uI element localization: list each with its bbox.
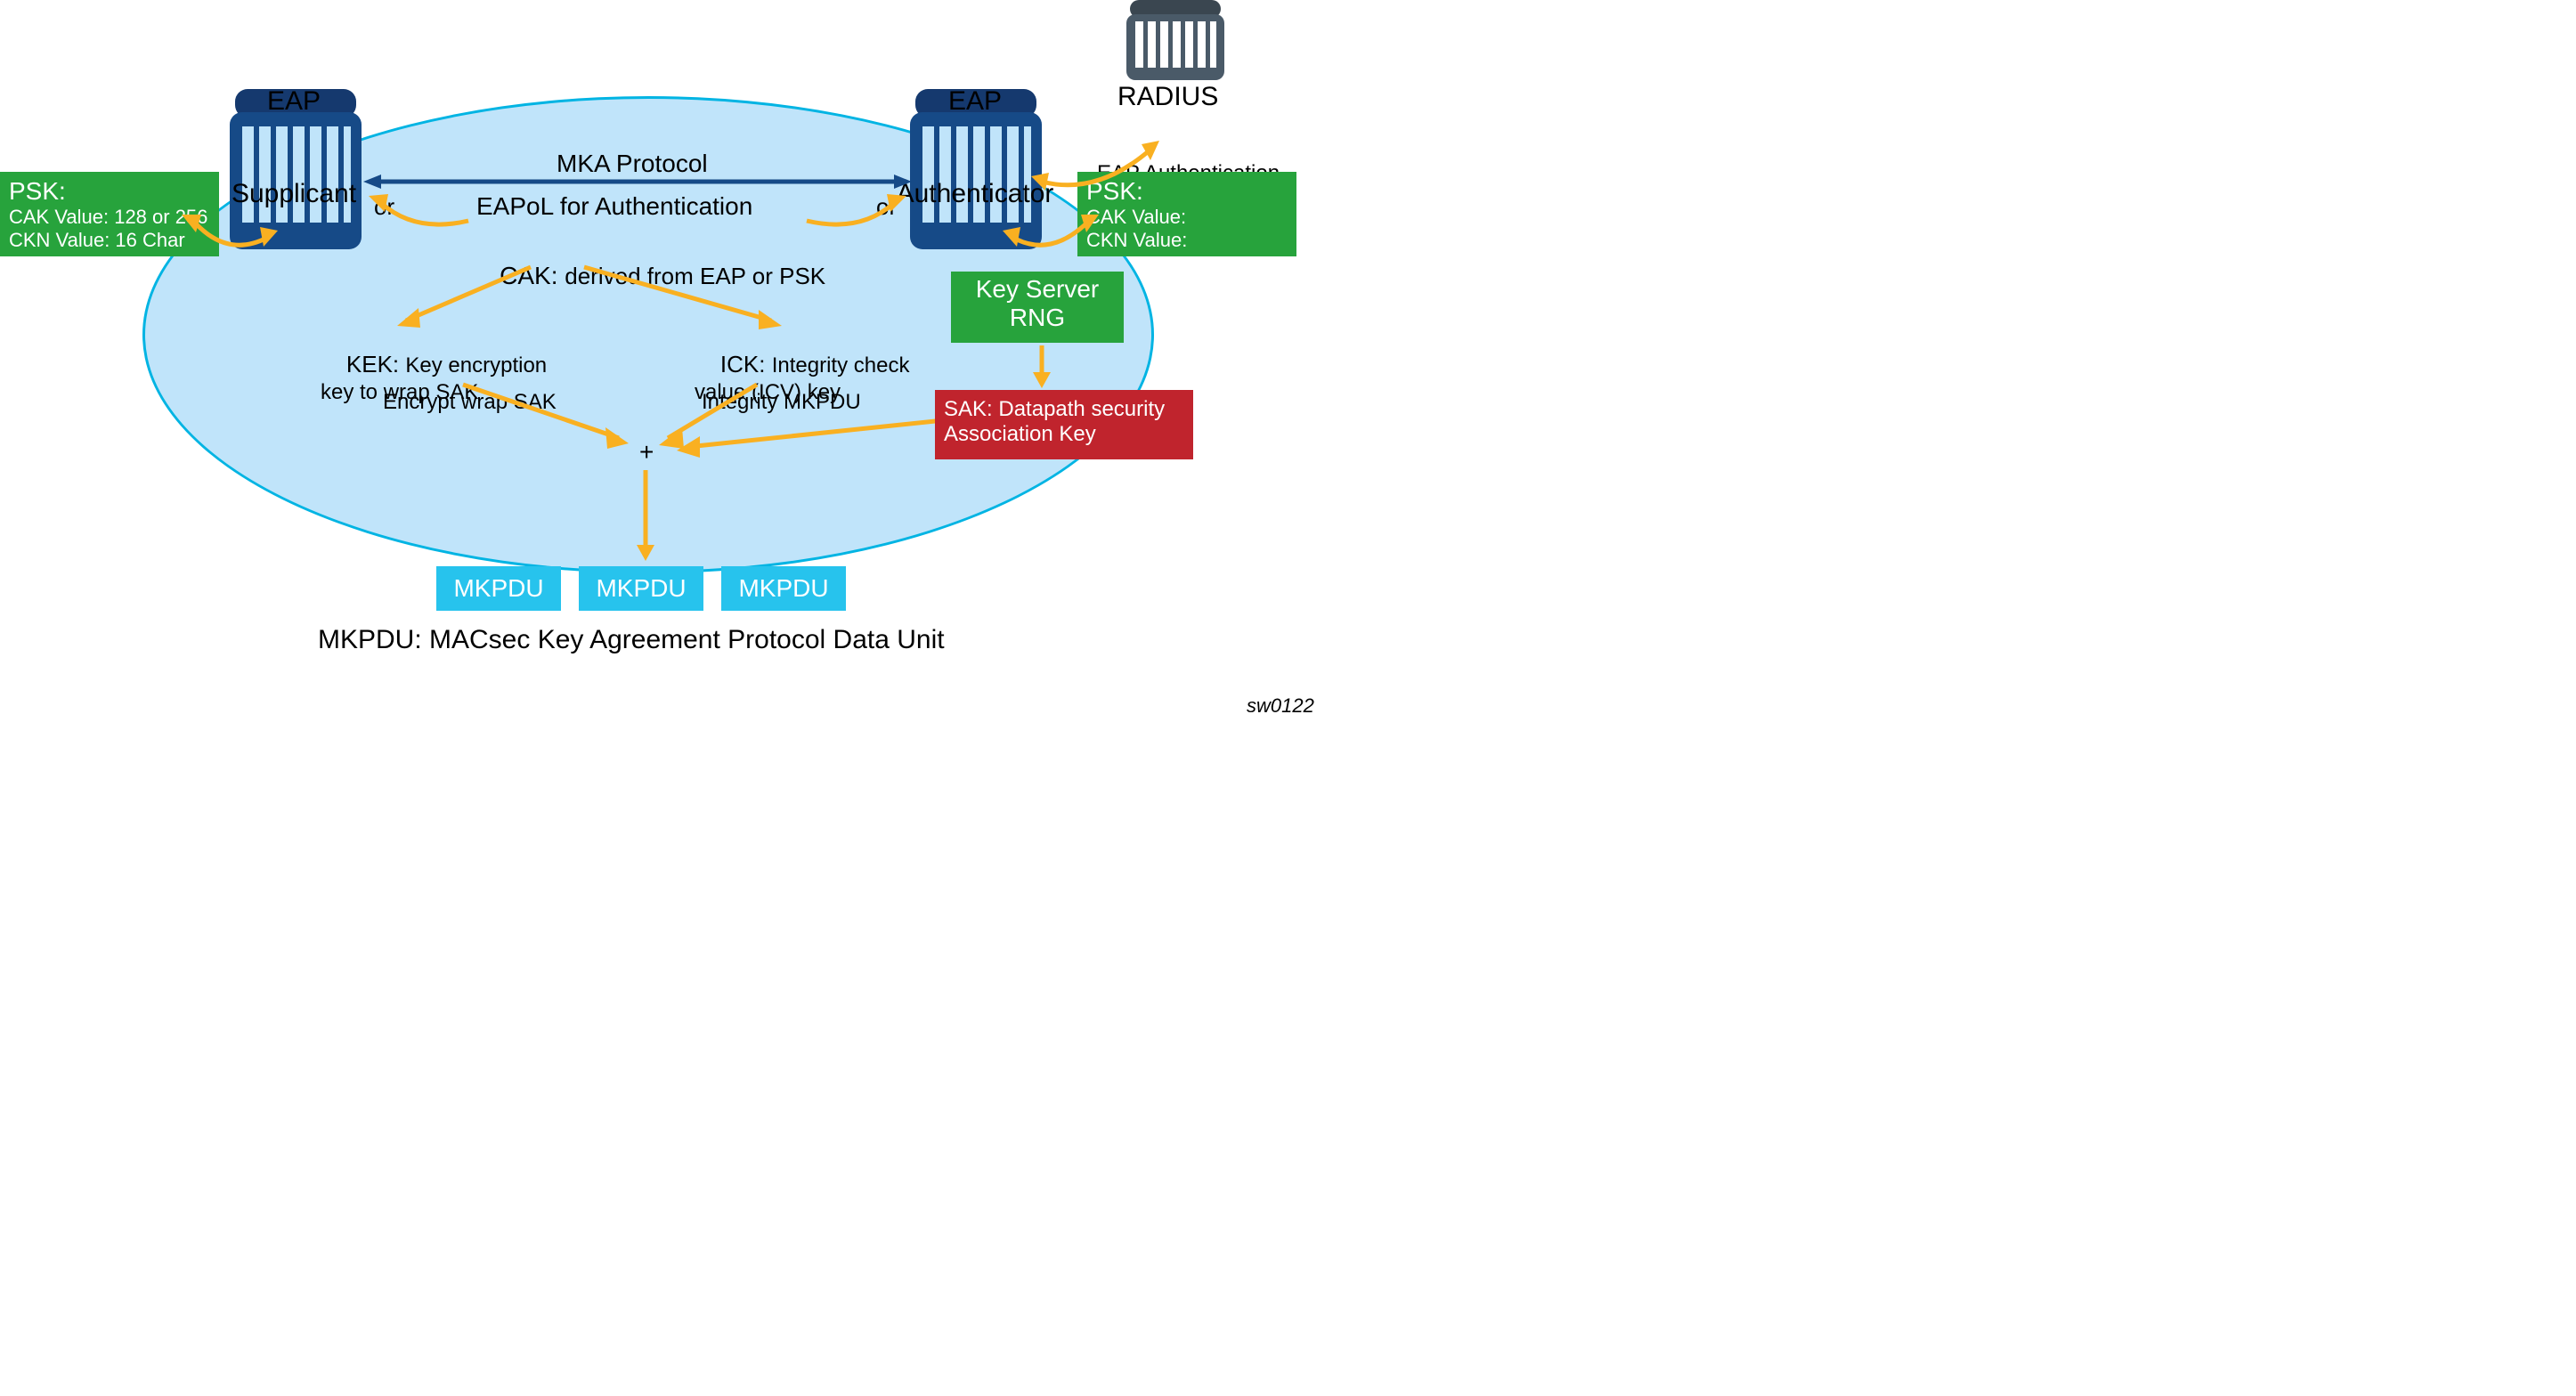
figure-id: sw0122 [1247,694,1314,717]
mkpdu-label-2: MKPDU [596,574,686,603]
supplicant-title-line1: EAP [156,86,432,118]
mkpdu-box-3: MKPDU [721,566,846,611]
mkpdu-label-1: MKPDU [453,574,543,603]
ick-bold: ICK: [720,351,766,377]
eapol-arrows [362,178,914,249]
radius-title: RADIUS [1117,82,1218,113]
keyserver-box: Key Server RNG [951,272,1124,343]
psk-right-arrows [997,209,1104,272]
psk-right-line1: CAK Value: [1086,206,1288,229]
radius-device [1126,0,1224,85]
psk-left-title: PSK: [9,177,210,206]
keyserver-line1: Key Server [951,275,1124,304]
merge-arrows [374,377,979,467]
psk-left-arrows [178,209,285,272]
mkpdu-box-2: MKPDU [579,566,703,611]
kek-bold: KEK: [346,351,399,377]
radius-arrow [1026,134,1168,196]
sak-box: SAK: Datapath security Association Key [935,390,1193,459]
keyserver-to-sak-arrow [1024,344,1060,394]
psk-right-line2: CKN Value: [1086,229,1288,252]
mkpdu-label-3: MKPDU [738,574,828,603]
keyserver-line2: RNG [951,304,1124,332]
plus-symbol: + [639,438,654,467]
plus-to-mkpdu-arrow [628,468,663,566]
mkpdu-box-1: MKPDU [436,566,561,611]
authenticator-title-line1: EAP [837,86,1113,118]
mkpdu-definition: MKPDU: MACsec Key Agreement Protocol Dat… [318,625,945,656]
sak-bold: SAK: [944,397,993,421]
